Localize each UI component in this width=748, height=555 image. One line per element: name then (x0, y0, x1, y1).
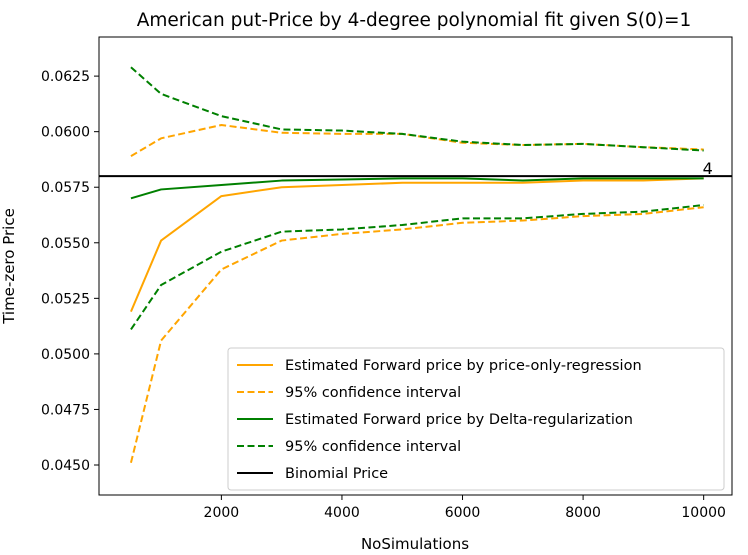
x-tick-label: 6000 (445, 505, 481, 521)
legend: Estimated Forward price by price-only-re… (227, 347, 725, 491)
annotation-label: 4 (703, 159, 713, 178)
axes-layer: 2000 4000 6000 8000 10000 0.0450 0.0475 0.0500 0… (41, 69, 726, 521)
legend-box (227, 347, 725, 491)
y-tick-label: 0.0475 (41, 402, 90, 418)
y-tick-label: 0.0525 (41, 291, 90, 307)
series-layer: 4 (99, 66, 732, 464)
y-tick-label: 0.0600 (41, 125, 90, 141)
x-tick-label: 8000 (565, 505, 601, 521)
y-tick-label: 0.0625 (41, 69, 90, 85)
x-tick-label: 4000 (324, 505, 360, 521)
y-tick-label: 0.0450 (41, 458, 90, 474)
plot-frame (98, 36, 733, 496)
y-axis-label: Time-zero Price (0, 208, 18, 325)
series-line-5 (130, 66, 704, 152)
x-tick-label: 10000 (681, 505, 726, 521)
legend-label-5: Binomial Price (285, 466, 388, 482)
x-tick-label: 2000 (204, 505, 240, 521)
legend-label-3: Estimated Forward price by Delta-regular… (285, 412, 633, 428)
legend-label-1: Estimated Forward price by price-only-re… (285, 358, 642, 374)
series-line-4 (130, 177, 704, 200)
legend-label-4: 95% confidence interval (285, 439, 461, 455)
chart-title: American put-Price by 4-degree polynomia… (137, 10, 692, 31)
x-axis-label: NoSimulations (361, 535, 469, 553)
series-line-1 (130, 177, 704, 313)
series-line-6 (130, 204, 704, 331)
legend-label-2: 95% confidence interval (285, 385, 461, 401)
y-tick-label: 0.0550 (41, 236, 90, 252)
y-tick-label: 0.0575 (41, 180, 90, 196)
y-tick-label: 0.0500 (41, 347, 90, 363)
